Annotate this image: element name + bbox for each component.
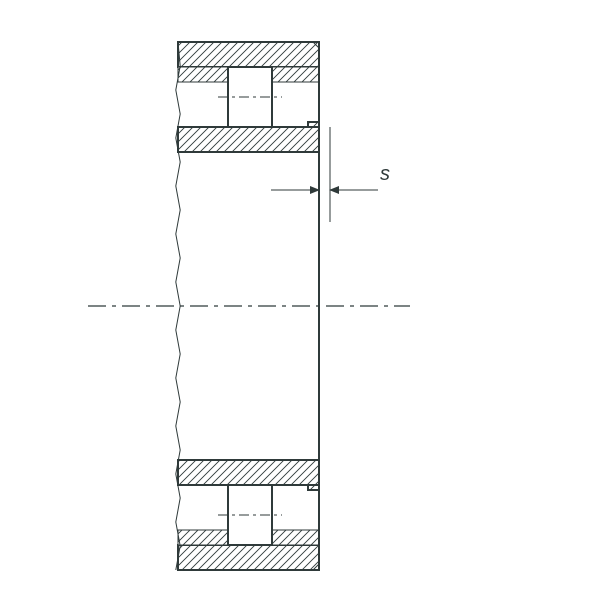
break-line [176, 42, 180, 570]
bearing-cross-section: s [0, 0, 600, 600]
inner-ring-hatch [178, 460, 319, 485]
cage-right [272, 530, 319, 545]
inner-ring-hatch [178, 127, 319, 152]
cage-right [272, 67, 319, 82]
outer-ring-hatch [178, 545, 319, 570]
outer-ring-hatch [178, 42, 319, 67]
cage-left [178, 67, 228, 82]
gap-label: s [380, 163, 390, 185]
cage-left [178, 530, 228, 545]
